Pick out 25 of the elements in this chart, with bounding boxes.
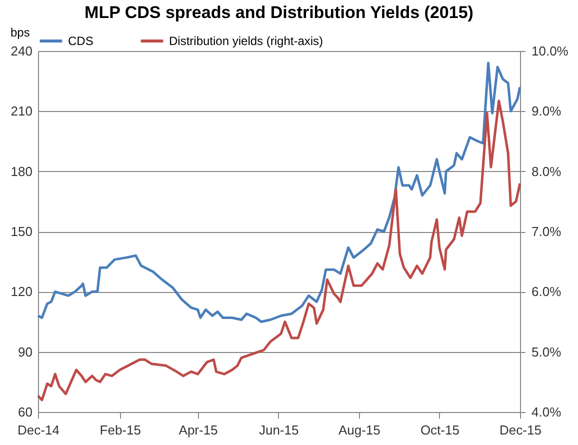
legend-label: Distribution yields (right-axis): [169, 34, 324, 48]
x-tick-label: Aug-15: [338, 422, 380, 438]
y2-tick-label: 6.0%: [532, 284, 562, 300]
x-tick-label: Oct-15: [420, 422, 460, 438]
y-axis-title: bps: [10, 26, 30, 40]
y2-tick-label: 4.0%: [532, 404, 562, 420]
y2-tick-label: 10.0%: [532, 44, 569, 58]
y-tick-label: 60: [18, 404, 32, 420]
y-tick-label: 210: [10, 104, 32, 119]
legend-label: CDS: [68, 34, 94, 48]
y2-tick-label: 5.0%: [532, 344, 562, 360]
y2-tick-label: 8.0%: [532, 164, 562, 179]
x-tick-label: Feb-15: [100, 422, 141, 438]
x-tick-label: Apr-15: [178, 422, 218, 438]
x-tick-label: Jun-15: [258, 422, 299, 438]
y-tick-label: 180: [10, 164, 32, 179]
y-tick-label: 90: [18, 344, 32, 360]
y-tick-label: 240: [10, 44, 32, 58]
y2-tick-label: 9.0%: [532, 104, 562, 119]
x-tick-label: Dec-14: [18, 422, 60, 438]
x-tick-label: Dec-15: [500, 422, 542, 438]
y-tick-label: 150: [10, 224, 32, 239]
y-tick-label: 120: [10, 284, 32, 300]
y2-tick-label: 7.0%: [532, 224, 562, 239]
chart-title: MLP CDS spreads and Distribution Yields (2015): [84, 3, 474, 22]
